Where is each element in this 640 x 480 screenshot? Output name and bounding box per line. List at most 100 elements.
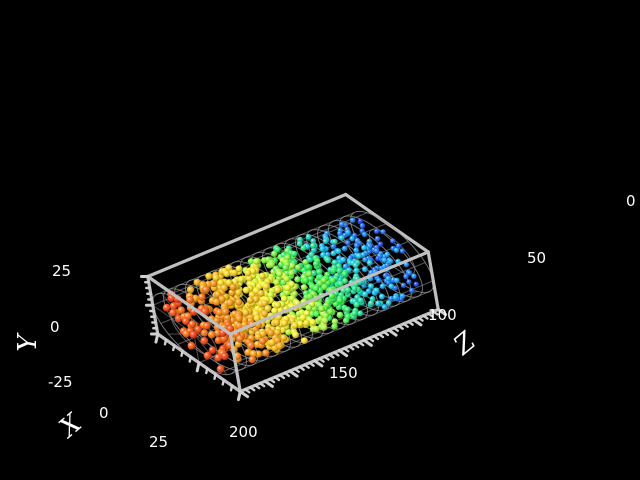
particle-shading [409,287,415,294]
tick-mark [432,310,439,316]
particle-shading [324,257,332,264]
particle-shading [399,248,405,254]
particle-shading [182,329,191,338]
particle-shading [261,310,269,318]
particle-shading [280,334,288,342]
particle-shading [310,238,317,245]
particle-shading [305,270,313,277]
particle-shading [288,269,295,277]
particle-shading [300,245,307,252]
x-axis-title: X [53,407,89,444]
tick-mark [188,355,192,363]
tick-mark [221,378,225,386]
particle-shading [187,341,196,350]
particle-shading [305,234,312,240]
particle-shading [247,258,255,265]
particle-shading [312,325,320,333]
particle-shading [274,246,281,253]
z-tick-label-0: 0 [626,192,636,210]
particle-shading [406,270,413,276]
particle-shading [312,260,320,267]
particle-shading [302,258,309,266]
particle-shading [186,286,195,294]
particle-shading [216,365,225,373]
particle-shading [276,270,283,278]
particle-shading [271,250,278,257]
y-tick-label-25: 25 [52,262,71,280]
particle-shading [242,309,250,317]
tick-mark [236,390,242,402]
tick-mark [163,338,168,346]
particle-shading [200,329,209,337]
particle-shading [308,310,315,318]
tick-mark [273,375,281,382]
particle-shading [318,305,325,312]
tick-mark [180,350,184,357]
particle-shading [215,308,224,317]
particle-shading [208,346,217,354]
particle-shading [267,329,275,337]
particle-shading [274,301,282,309]
particle-shading [341,245,348,252]
particle-shading [381,304,388,310]
particle-shading [341,270,348,277]
particle-shading [350,217,356,223]
particle-shading [362,291,369,298]
tick-mark [248,386,256,392]
particle-shading [193,278,201,287]
cylinder-longitudinal-line [232,290,431,374]
particle-shading [330,267,337,274]
axis-tick-marks [139,275,448,402]
box-edge [228,332,242,394]
particle-shading [228,289,236,297]
particle-shading [344,306,351,313]
particle-shading [202,286,210,294]
particle-shading [384,251,390,258]
particle-shading [221,308,230,316]
cylinder-longitudinal-line [155,212,354,296]
tick-mark [382,330,390,337]
particle-shading [353,267,360,274]
particle-shading [221,352,229,361]
particle-shading [200,337,209,345]
particle-shading [336,267,343,274]
particle-shading [395,243,402,249]
tick-mark [154,332,160,344]
particle-shading [349,235,355,242]
particle-shading [186,295,194,304]
tick-mark [337,349,349,358]
particle-shading [282,264,289,272]
particle-shading [274,286,282,294]
particle-shading [262,349,270,357]
tick-mark [352,343,360,349]
particle-shading [291,321,299,329]
particle-shading [330,250,337,257]
particle-shading [169,308,177,317]
tick-mark [328,353,335,359]
tick-mark [263,379,274,388]
particle-shading [203,351,212,360]
particle-shading [212,298,221,306]
particle-shading [248,355,257,364]
tick-mark [417,316,424,322]
tick-mark [258,382,266,388]
particle-shading [385,275,392,282]
particle-shading [220,284,228,292]
particle-shading [194,325,203,334]
particle-shading [331,318,339,325]
box-edge [146,274,232,336]
particle-shading [291,250,298,258]
particle-shading [359,223,366,229]
particle-shading [342,317,350,324]
tick-mark [377,332,385,339]
particle-cloud [162,217,419,373]
particle-shading [362,257,368,263]
particle-shading [245,274,253,282]
particle-shading [249,350,258,358]
particle-shading [361,245,367,251]
tick-mark [387,328,398,337]
particle-shading [188,320,197,328]
particle-shading [253,314,261,322]
tick-mark [195,361,201,373]
